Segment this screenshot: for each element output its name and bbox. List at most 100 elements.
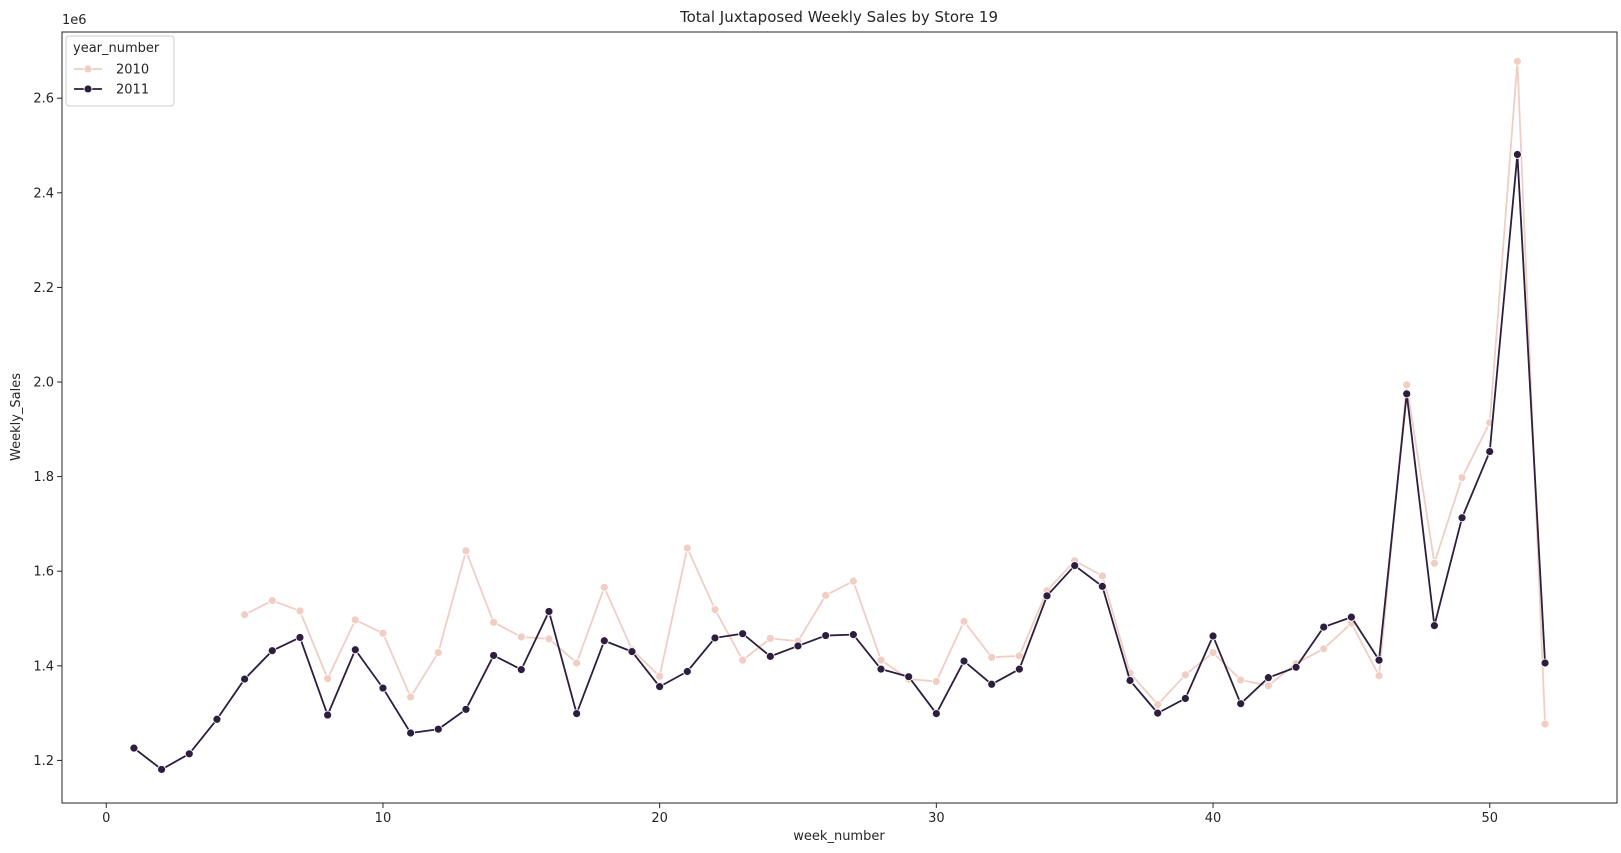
series-line-2010: [244, 60, 1546, 725]
data-point-2011: [489, 651, 499, 660]
legend-marker-swatch: [83, 64, 93, 74]
data-point-2010: [267, 596, 277, 605]
legend-item-2011: 2011: [74, 83, 149, 98]
y-tick-label: 1.8: [33, 470, 54, 485]
data-point-2011: [931, 709, 941, 719]
data-point-2011: [1319, 622, 1329, 632]
data-point-2010: [876, 655, 886, 665]
series-line-2011: [133, 153, 1546, 771]
data-point-2011: [876, 664, 886, 674]
y-tick-label: 2.0: [33, 376, 54, 391]
data-point-2010: [682, 543, 692, 553]
data-point-2011: [1125, 676, 1135, 685]
data-point-2010: [1319, 644, 1329, 654]
data-point-2010: [599, 582, 609, 592]
y-tick-label: 1.6: [33, 565, 54, 580]
y-tick-label: 2.6: [33, 92, 54, 107]
data-point-2010: [406, 692, 416, 702]
data-point-2011: [406, 728, 416, 738]
x-tick-label: 50: [1481, 811, 1498, 826]
data-point-2010: [1457, 473, 1467, 482]
data-point-2011: [129, 743, 139, 753]
x-tick-label: 30: [928, 811, 945, 826]
data-point-2010: [323, 674, 333, 683]
data-point-2011: [1346, 612, 1356, 622]
plot-area: [61, 31, 1618, 804]
data-point-2011: [1180, 694, 1190, 703]
data-point-2010: [848, 576, 858, 586]
data-point-2010: [572, 658, 582, 668]
data-point-2010: [655, 671, 665, 681]
data-point-2011: [1512, 150, 1522, 159]
series-2011: [129, 150, 1550, 774]
data-point-2011: [1236, 699, 1246, 709]
data-point-2010: [931, 677, 941, 686]
data-point-2011: [1374, 655, 1384, 665]
data-point-2010: [1429, 558, 1439, 568]
legend-marker-swatch: [83, 84, 93, 94]
y-axis: 1.2 1.4 1.6 1.8 2.0 2.2 2.4 2.6: [33, 92, 62, 769]
data-point-2011: [904, 672, 914, 682]
data-point-2011: [433, 724, 443, 734]
data-point-2010: [350, 615, 360, 625]
x-tick-label: 40: [1205, 811, 1222, 826]
data-point-2010: [1402, 380, 1412, 390]
data-point-2011: [350, 645, 360, 655]
data-point-2011: [1429, 621, 1439, 631]
y-offset-text: 1e6: [62, 13, 87, 28]
data-point-2011: [1263, 673, 1273, 683]
data-point-2011: [1070, 561, 1080, 570]
legend-label: 2011: [116, 83, 149, 98]
data-point-2011: [1457, 513, 1467, 523]
data-point-2011: [461, 704, 471, 714]
y-tick-label: 2.4: [33, 186, 54, 201]
y-tick-label: 1.2: [33, 754, 54, 769]
data-point-2010: [433, 648, 443, 657]
data-point-2011: [765, 651, 775, 661]
data-point-2010: [1236, 675, 1246, 685]
data-point-2011: [710, 633, 720, 643]
data-point-2011: [682, 667, 692, 676]
y-axis-label: Weekly_Sales: [9, 373, 24, 461]
data-point-2011: [848, 630, 858, 640]
data-point-2011: [295, 633, 305, 642]
data-point-2011: [987, 679, 997, 689]
data-point-2010: [1180, 670, 1190, 680]
data-point-2010: [295, 606, 305, 616]
data-point-2011: [1485, 447, 1495, 456]
legend-entries: 2010 2011: [74, 63, 149, 98]
data-point-2011: [572, 709, 582, 719]
data-point-2011: [821, 631, 831, 640]
x-tick-label: 0: [102, 811, 110, 826]
legend-label: 2010: [116, 63, 149, 78]
data-point-2010: [489, 617, 499, 627]
data-point-2010: [738, 655, 748, 665]
series-layer: [129, 56, 1550, 774]
data-point-2011: [959, 656, 969, 666]
data-point-2011: [1291, 662, 1301, 672]
data-point-2011: [516, 665, 526, 675]
data-point-2010: [516, 632, 526, 642]
data-point-2010: [1374, 671, 1384, 681]
x-axis-label: week_number: [793, 829, 885, 844]
data-point-2010: [1097, 571, 1107, 581]
data-point-2011: [544, 607, 554, 616]
legend-item-2010: 2010: [74, 63, 149, 78]
data-point-2011: [323, 710, 333, 720]
data-point-2011: [1153, 708, 1163, 718]
data-point-2010: [710, 605, 720, 614]
legend-title: year_number: [73, 41, 160, 56]
x-axis: 0 10 20 30 40 50: [102, 803, 1498, 826]
data-point-2011: [157, 765, 167, 774]
data-point-2010: [1512, 56, 1522, 66]
data-point-2011: [184, 749, 194, 759]
x-tick-label: 20: [651, 811, 668, 826]
data-point-2011: [738, 629, 748, 639]
data-point-2010: [1014, 651, 1024, 661]
data-point-2010: [378, 628, 388, 638]
y-tick-label: 2.2: [33, 281, 54, 296]
data-point-2010: [1153, 700, 1163, 710]
data-point-2011: [1208, 631, 1218, 641]
